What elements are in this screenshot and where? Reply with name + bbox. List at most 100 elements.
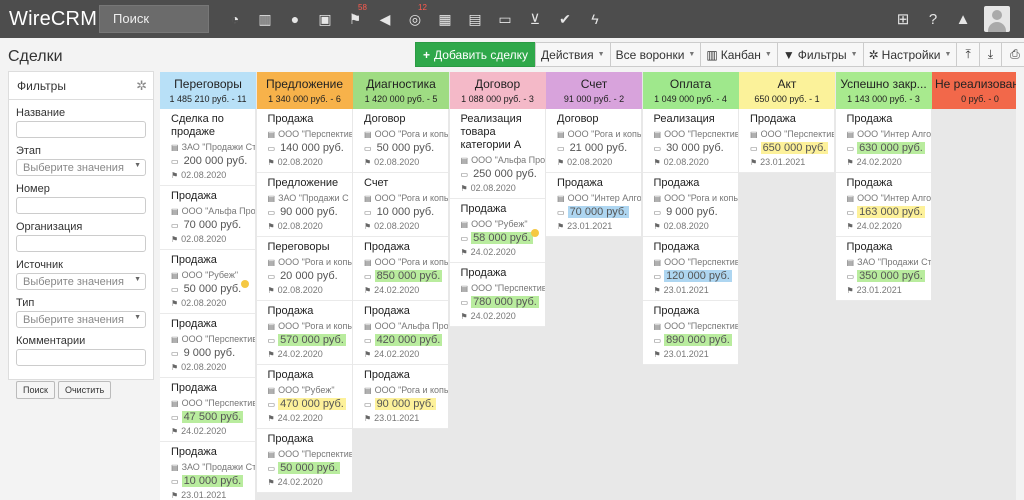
deal-amount: ▭ 250 000 руб. xyxy=(461,167,545,182)
nav-item[interactable]: ▣ xyxy=(312,0,338,38)
deal-card[interactable]: Продажа ▤ ООО "Рога и копы. ▭ 9 000 руб. ⚑ 02.… xyxy=(642,173,738,237)
deal-card[interactable]: Продажа ▤ ООО "Рубеж" ▭ 58 000 руб. ⚑ 24.02.20… xyxy=(449,199,545,263)
deal-date: ⚑ 02.08.2020 xyxy=(171,233,255,246)
nav-item[interactable]: ▤ xyxy=(462,0,488,38)
column-header[interactable]: Переговоры 1 485 210 руб. - 11 xyxy=(160,72,256,109)
deal-card[interactable]: Реализация товара категории А ▤ ООО "Альфа… xyxy=(449,109,545,199)
column-header[interactable]: Успешно закр... 1 143 000 руб. - 3 xyxy=(835,72,932,109)
money-icon: ▭ xyxy=(364,336,372,345)
deal-card[interactable]: Переговоры ▤ ООО "Рога и копы ▭ 20 000 руб. ⚑… xyxy=(256,237,352,301)
nav-item[interactable]: ◎ 12 xyxy=(402,0,428,38)
nav-item[interactable]: ⚑ 58 xyxy=(342,0,368,38)
deal-card[interactable]: Договор ▤ ООО "Рога и копы. ▭ 50 000 руб. ⚑ 02… xyxy=(353,109,448,173)
deal-card[interactable]: Продажа ▤ ЗАО "Продажи Ст. ▭ 10 000 руб. ⚑ 23.… xyxy=(160,442,255,500)
column-header[interactable]: Не реализовано 0 руб. - 0 xyxy=(932,72,1016,109)
search-button[interactable]: Поиск xyxy=(16,381,55,399)
nav-item[interactable]: ◔ xyxy=(222,0,248,38)
number-input[interactable] xyxy=(16,197,146,214)
help-icon[interactable]: ? xyxy=(928,10,938,28)
global-search-input[interactable]: Поиск xyxy=(99,5,209,33)
nav-item[interactable]: ▥ xyxy=(252,0,278,38)
kanban-button[interactable]: ▥ Канбан ▼ xyxy=(700,42,778,67)
deal-card[interactable]: Продажа ▤ ООО "Интер Алго. ▭ 70 000 руб. ⚑ 23.… xyxy=(546,173,641,237)
column-header[interactable]: Диагностика 1 420 000 руб. - 5 xyxy=(353,72,449,109)
filter-icon: ▼ xyxy=(782,47,795,62)
deal-card[interactable]: Продажа ▤ ЗАО "Продажи Ст. ▭ 350 000 руб. ⚑ 23… xyxy=(835,237,931,301)
clear-button[interactable]: Очистить xyxy=(57,381,112,399)
flag-icon: ⚑ xyxy=(267,222,275,231)
settings-button[interactable]: ✲ Настройки ▼ xyxy=(862,42,958,67)
app-logo[interactable]: WireCRM xyxy=(9,7,98,30)
nav-item[interactable]: ▦ xyxy=(432,0,458,38)
deal-card[interactable]: Продажа ▤ ООО "Рога и копы ▭ 850 000 руб. ⚑ 24… xyxy=(353,237,448,301)
column-header[interactable]: Оплата 1 049 000 руб. - 4 xyxy=(642,72,739,109)
actions-button[interactable]: Действия ▼ xyxy=(535,42,611,67)
flag-icon: ⚑ xyxy=(364,286,372,295)
filters-button[interactable]: ▼ Фильтры ▼ xyxy=(776,42,864,67)
deal-org-name: ООО "Перспектива xyxy=(471,283,545,293)
deal-card[interactable]: Продажа ▤ ООО "Рога и копы. ▭ 90 000 руб. ⚑ 23… xyxy=(353,365,448,429)
print-button[interactable]: ⎙ xyxy=(1001,42,1024,67)
type-select[interactable]: Выберите значения ▼ xyxy=(16,311,146,328)
deal-amount-value: 58 000 руб. xyxy=(471,232,533,244)
name-input[interactable] xyxy=(16,121,146,138)
deal-date-value: 24.02.2020 xyxy=(277,349,323,359)
deal-card[interactable]: Продажа ▤ ООО "Перспектива ▭ 120 000 руб. ⚑ 23… xyxy=(642,237,738,301)
building-icon: ▤ xyxy=(846,258,855,267)
deal-date: ⚑ 24.02.2020 xyxy=(364,284,448,297)
user-icon: ● xyxy=(290,11,300,27)
nav-item[interactable]: ◀ xyxy=(372,0,398,38)
deal-card[interactable]: Продажа ▤ ООО "Интер Алго. ▭ 630 000 руб. ⚑ 24… xyxy=(835,109,931,173)
deal-card[interactable]: Реализация ▤ ООО "Перспектива ▭ 30 000 руб. ⚑… xyxy=(642,109,738,173)
deal-card[interactable]: Продажа ▤ ООО "Перспектива ▭ 9 000 руб. ⚑ 02.0… xyxy=(160,314,255,378)
download-button[interactable]: ⤓ xyxy=(978,42,1003,67)
deal-card[interactable]: Счет ▤ ООО "Рога и копы. ▭ 10 000 руб. ⚑ 02.08… xyxy=(353,173,448,237)
deal-card[interactable]: Сделка по продаже ▤ ЗАО "Продажи Ст. ▭ 200 0… xyxy=(160,109,255,186)
add-deal-button[interactable]: + Добавить сделку xyxy=(415,42,537,67)
deal-date-value: 02.08.2020 xyxy=(663,157,709,167)
deal-card[interactable]: Продажа ▤ ООО "Альфа Прое. ▭ 70 000 руб. ⚑ 02.… xyxy=(160,186,255,250)
avatar[interactable] xyxy=(984,6,1010,32)
stage-select[interactable]: Выберите значения ▼ xyxy=(16,159,146,176)
nav-item[interactable]: ● xyxy=(282,0,308,38)
gear-icon[interactable]: ✲ xyxy=(136,78,147,93)
plus-icon: + xyxy=(423,47,431,62)
deal-card[interactable]: Продажа ▤ ООО "Перспектива ▭ 140 000 руб. ⚑ 02… xyxy=(256,109,352,173)
deal-title: Продажа xyxy=(846,177,893,189)
deal-card[interactable]: Предложение ▤ ЗАО "Продажи С ▭ 90 000 руб. ⚑ 0… xyxy=(256,173,352,237)
column-header[interactable]: Счет 91 000 руб. - 2 xyxy=(546,72,642,109)
nav-item[interactable]: ϟ xyxy=(582,0,608,38)
deal-amount: ▭ 70 000 руб. xyxy=(171,218,255,233)
deal-card[interactable]: Продажа ▤ ООО "Рога и копы ▭ 570 000 руб. ⚑ 24… xyxy=(256,301,352,365)
deal-card[interactable]: Продажа ▤ ООО "Перспектива ▭ 50 000 руб. ⚑ 24.… xyxy=(256,429,352,493)
deal-card[interactable]: Продажа ▤ ООО "Рубеж" ▭ 470 000 руб. ⚑ 24.02.2… xyxy=(256,365,352,429)
deal-card[interactable]: Договор ▤ ООО "Рога и копы. ▭ 21 000 руб. ⚑ 02… xyxy=(546,109,641,173)
deal-card[interactable]: Продажа ▤ ООО "Рубеж" ▭ 50 000 руб. ⚑ 02.08.20… xyxy=(160,250,255,314)
deal-card[interactable]: Продажа ▤ ООО "Перспектива ▭ 890 000 руб. ⚑ 23… xyxy=(642,301,738,365)
building-icon: ▤ xyxy=(364,386,372,395)
chevron-down-icon: ▼ xyxy=(134,314,141,321)
deal-card[interactable]: Продажа ▤ ООО "Интер Алго. ▭ 163 000 руб. ⚑ 24… xyxy=(835,173,931,237)
comments-input[interactable] xyxy=(16,349,146,366)
column-header[interactable]: Акт 650 000 руб. - 1 xyxy=(739,72,835,109)
column-header[interactable]: Договор 1 088 000 руб. - 3 xyxy=(449,72,546,109)
nav-item[interactable]: ✔ xyxy=(552,0,578,38)
deal-date: ⚑ 24.02.2020 xyxy=(364,348,448,361)
org-input[interactable] xyxy=(16,235,146,252)
notification-badge: 58 xyxy=(358,3,367,12)
deal-date-value: 24.02.2020 xyxy=(856,221,902,231)
deal-card[interactable]: Продажа ▤ ООО "Перспектива ▭ 47 500 руб. ⚑ 24.… xyxy=(160,378,255,442)
deal-amount-value: 163 000 руб. xyxy=(857,206,925,218)
plus-square-icon[interactable]: ⊞ xyxy=(896,11,910,28)
bell-icon[interactable]: ▲ xyxy=(955,10,971,28)
funnels-button[interactable]: Все воронки ▼ xyxy=(609,42,702,67)
deal-card[interactable]: Продажа ▤ ООО "Перспектива ▭ 780 000 руб. ⚑ 24… xyxy=(449,263,545,327)
source-select[interactable]: Выберите значения ▼ xyxy=(16,273,146,290)
nav-item[interactable]: ⊻ xyxy=(522,0,548,38)
deal-card[interactable]: Продажа ▤ ООО "Альфа Прое. ▭ 420 000 руб. ⚑ 24… xyxy=(353,301,448,365)
flag-icon: ⚑ xyxy=(267,478,275,487)
column-header[interactable]: Предложение 1 340 000 руб. - 6 xyxy=(256,72,353,109)
upload-button[interactable]: ⤒ xyxy=(956,42,980,67)
nav-item[interactable]: ▭ xyxy=(492,0,518,38)
deal-card[interactable]: Продажа ▤ ООО "Перспектива ▭ 650 000 руб. ⚑ 23… xyxy=(739,109,834,173)
